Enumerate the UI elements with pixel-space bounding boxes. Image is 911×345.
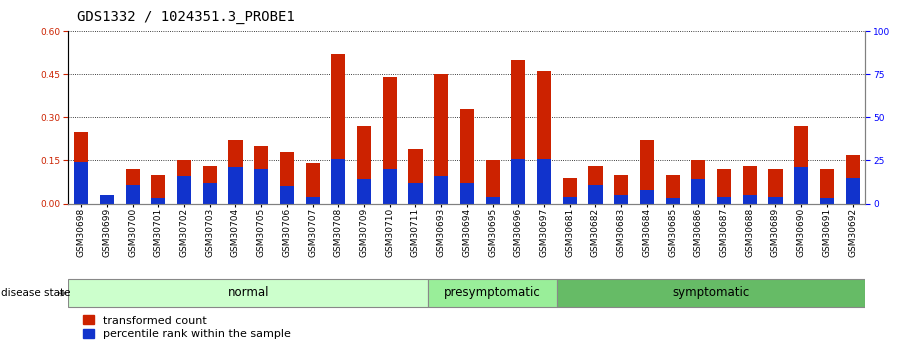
Bar [691,160,705,204]
Bar [332,159,345,204]
Text: symptomatic: symptomatic [672,286,750,299]
Bar [794,167,808,204]
Bar [666,198,680,204]
Bar [332,54,345,204]
Bar [305,197,320,204]
Bar [68,279,428,307]
Bar [126,185,139,204]
Bar [229,167,242,204]
Legend: transformed count, percentile rank within the sample: transformed count, percentile rank withi… [83,315,291,339]
Bar [768,169,783,204]
Bar [383,77,397,204]
Bar [717,197,732,204]
Bar [435,176,448,204]
Bar [563,197,577,204]
Bar [280,152,294,204]
Bar [666,175,680,204]
Bar [640,140,654,204]
Bar [126,169,139,204]
Bar [74,162,88,204]
Bar [589,185,602,204]
Bar [614,175,629,204]
Bar [460,109,474,204]
Bar [614,195,629,204]
Bar [557,279,865,307]
Bar [742,195,757,204]
Bar [460,183,474,204]
Bar [305,163,320,204]
Bar [742,166,757,204]
Bar [254,146,268,204]
Bar [151,175,166,204]
Bar [254,169,268,204]
Bar [202,166,217,204]
Bar [511,159,526,204]
Bar [717,169,732,204]
Bar [435,74,448,204]
Text: disease state: disease state [1,288,70,298]
Bar [691,179,705,204]
Bar [177,160,191,204]
Bar [177,176,191,204]
Bar [845,155,860,204]
Bar [408,149,423,204]
Bar [383,169,397,204]
Bar [820,169,834,204]
Text: presymptomatic: presymptomatic [445,286,541,299]
Bar [357,126,371,204]
Bar [537,71,551,204]
Bar [428,279,557,307]
Bar [640,190,654,204]
Bar [845,178,860,204]
Bar [511,60,526,204]
Bar [229,140,242,204]
Bar [100,198,114,204]
Bar [794,126,808,204]
Bar [589,166,602,204]
Bar [486,197,499,204]
Bar [100,195,114,204]
Bar [280,186,294,204]
Bar [408,183,423,204]
Bar [820,198,834,204]
Bar [486,160,499,204]
Text: GDS1332 / 1024351.3_PROBE1: GDS1332 / 1024351.3_PROBE1 [77,10,295,24]
Bar [74,132,88,204]
Bar [151,198,166,204]
Bar [768,197,783,204]
Bar [563,178,577,204]
Bar [202,183,217,204]
Bar [357,179,371,204]
Bar [537,159,551,204]
Text: normal: normal [228,286,269,299]
